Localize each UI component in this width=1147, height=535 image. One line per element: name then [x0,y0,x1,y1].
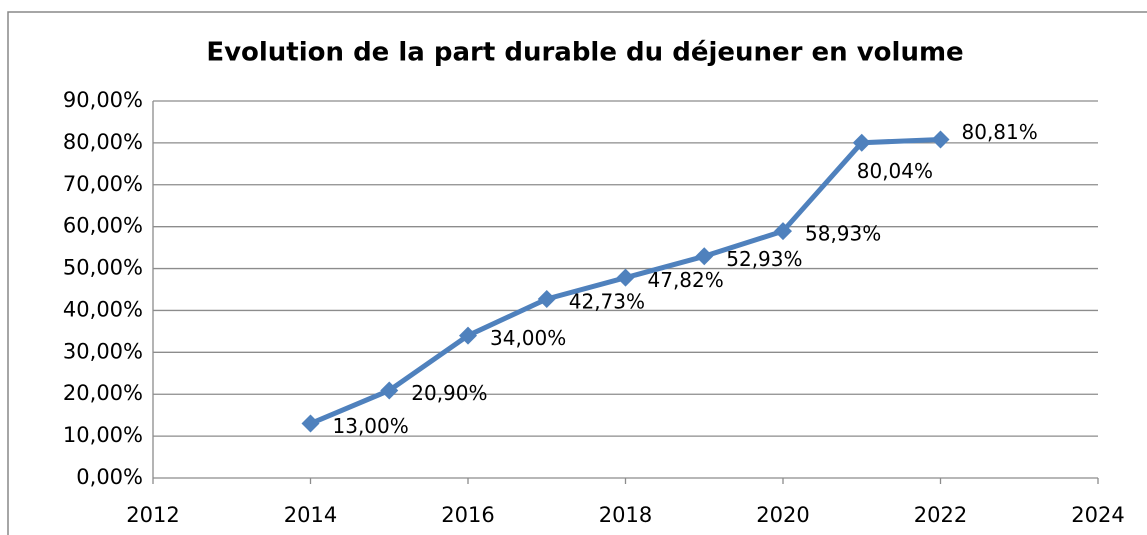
marker [852,133,871,152]
data-label: 80,04% [857,159,933,183]
x-tick-label: 2020 [756,503,809,527]
y-tick-label: 90,00% [63,88,143,112]
y-tick-label: 40,00% [63,297,143,321]
y-tick-label: 70,00% [63,172,143,196]
marker [774,222,792,241]
marker [931,130,950,149]
y-tick-label: 10,00% [63,423,143,447]
data-label: 42,73% [569,290,645,314]
x-tick-label: 2014 [284,503,337,527]
y-tick-label: 20,00% [63,381,143,405]
data-label: 13,00% [333,414,409,438]
data-label: 52,93% [726,247,802,271]
x-tick-label: 2024 [1071,503,1124,527]
marker [459,326,477,345]
y-tick-label: 60,00% [63,214,143,238]
y-tick-label: 80,00% [63,130,143,154]
y-tick-label: 50,00% [63,256,143,280]
marker [301,414,320,433]
data-label: 34,00% [490,326,566,350]
data-label: 58,93% [805,222,881,246]
marker [380,381,399,400]
x-tick-label: 2022 [914,503,967,527]
x-tick-label: 2018 [599,503,652,527]
x-tick-label: 2012 [126,503,179,527]
marker [695,247,714,266]
chart-frame [7,11,1147,535]
marker [537,290,556,309]
y-tick-label: 0,00% [76,465,143,489]
data-label: 20,90% [411,381,487,405]
x-tick-label: 2016 [441,503,494,527]
data-label: 80,81% [962,120,1038,144]
marker [616,268,635,287]
chart-title: Evolution de la part durable du déjeuner… [206,38,963,68]
data-label: 47,82% [648,268,724,292]
y-tick-label: 30,00% [63,339,143,363]
